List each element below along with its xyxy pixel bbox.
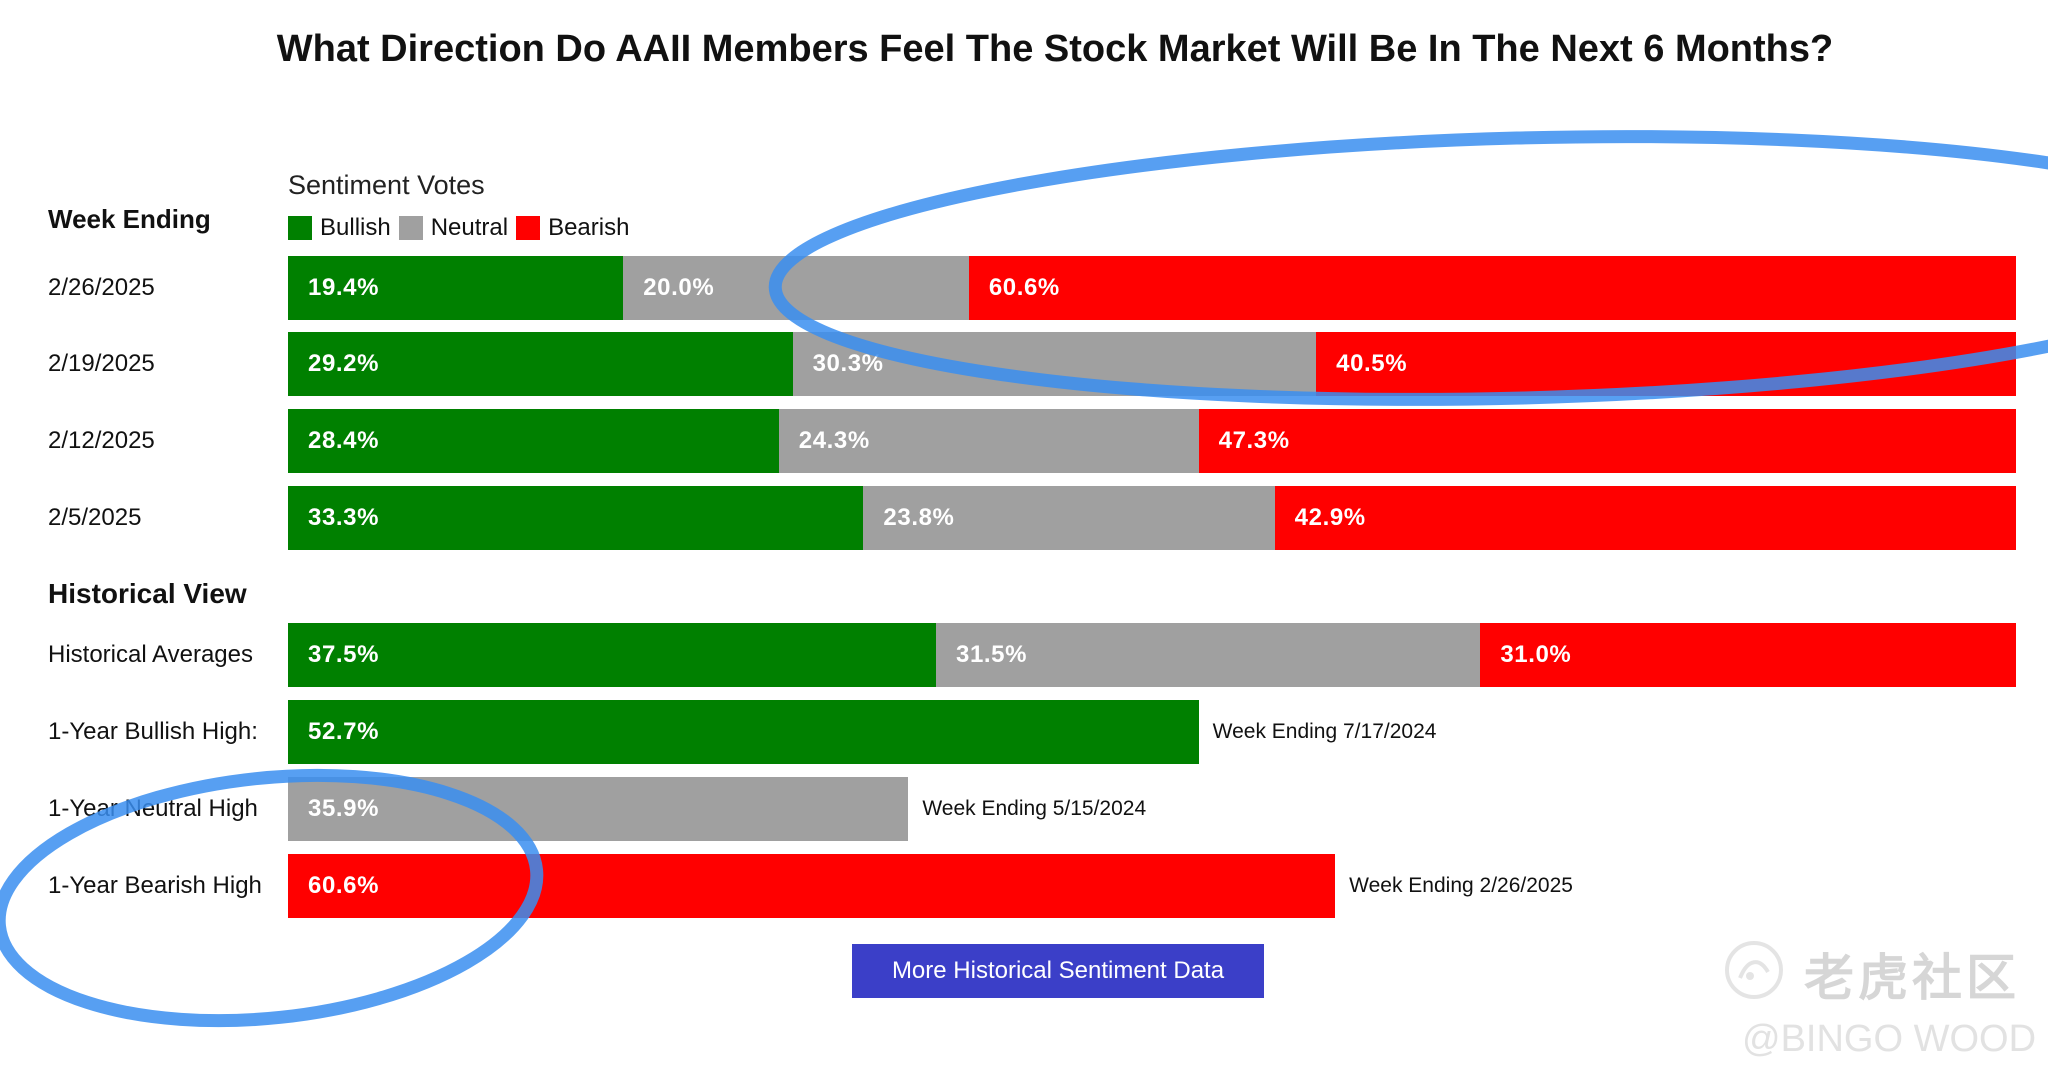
bar-segment-bullish: 52.7%	[288, 700, 1199, 764]
legend-swatch-bullish	[288, 216, 312, 240]
chart-title: What Direction Do AAII Members Feel The …	[276, 28, 1834, 70]
bar-segment-neutral: 35.9%	[288, 777, 909, 841]
bar-note: Week Ending 2/26/2025	[1349, 874, 1573, 897]
bar-value-label: 60.6%	[988, 274, 1060, 301]
sentiment-bar: 60.6%	[288, 854, 1336, 918]
bar-value-label: 35.9%	[308, 795, 380, 822]
bar-segment-bearish: 47.3%	[1198, 409, 2016, 473]
tiger-logo-icon	[1725, 941, 1783, 999]
bar-value-label: 47.3%	[1218, 427, 1290, 454]
bar-value-label: 29.2%	[308, 350, 380, 377]
bar-segment-neutral: 20.0%	[623, 256, 969, 320]
bar-segment-neutral: 23.8%	[863, 486, 1275, 550]
bar-segment-bullish: 33.3%	[288, 486, 864, 550]
sentiment-bar: 29.2% 30.3% 40.5%	[288, 332, 2016, 396]
legend-swatch-bearish	[516, 216, 541, 240]
bar-value-label: 20.0%	[643, 274, 715, 301]
legend-heading: Sentiment Votes	[288, 170, 485, 200]
legend-swatch-neutral	[398, 216, 423, 240]
legend-label-bearish: Bearish	[548, 214, 630, 241]
row-label: 2/12/2025	[48, 427, 155, 454]
bar-value-label: 33.3%	[308, 504, 380, 531]
watermark-user: @BINGO WOOD	[1742, 1018, 2037, 1060]
row-label: 2/19/2025	[48, 350, 155, 377]
bar-segment-bullish: 29.2%	[288, 332, 793, 396]
bar-note: Week Ending 5/15/2024	[922, 797, 1147, 820]
section-header-historical: Historical View	[48, 578, 247, 609]
row-label: 2/5/2025	[48, 504, 142, 531]
section-header-week-ending: Week Ending	[48, 204, 211, 234]
row-label: 1-Year Bearish High	[48, 872, 262, 899]
bar-value-label: 60.6%	[308, 872, 380, 899]
bar-value-label: 42.9%	[1294, 504, 1366, 531]
sentiment-bar: 19.4% 20.0% 60.6%	[288, 256, 2016, 320]
bar-value-label: 31.0%	[1500, 641, 1572, 668]
sentiment-bar: 35.9%	[288, 777, 909, 841]
bar-note: Week Ending 7/17/2024	[1212, 720, 1437, 743]
bar-segment-neutral: 24.3%	[778, 409, 1199, 473]
bar-value-label: 31.5%	[956, 641, 1028, 668]
sentiment-bar: 37.5% 31.5% 31.0%	[288, 623, 2016, 687]
bar-segment-neutral: 31.5%	[936, 623, 1481, 687]
bar-value-label: 30.3%	[812, 350, 884, 377]
bar-value-label: 23.8%	[883, 504, 955, 531]
watermark-brand: 老虎社区	[1804, 950, 2020, 1006]
bar-segment-bearish: 40.5%	[1316, 332, 2016, 396]
row-label: Historical Averages	[48, 641, 253, 668]
row-label: 1-Year Bullish High:	[48, 718, 258, 745]
more-historical-data-button[interactable]: More Historical Sentiment Data	[852, 944, 1264, 998]
bar-value-label: 40.5%	[1336, 350, 1408, 377]
bar-value-label: 52.7%	[308, 718, 380, 745]
bar-segment-bullish: 19.4%	[288, 256, 624, 320]
bar-value-label: 24.3%	[798, 427, 870, 454]
row-label: 2/26/2025	[48, 274, 155, 301]
row-label: 1-Year Neutral High	[48, 795, 258, 822]
legend-label-bullish: Bullish	[320, 214, 391, 241]
sentiment-bar: 28.4% 24.3% 47.3%	[288, 409, 2016, 473]
sentiment-bar: 52.7%	[288, 700, 1199, 764]
bar-segment-bearish: 60.6%	[968, 256, 2016, 320]
bar-segment-bullish: 28.4%	[288, 409, 779, 473]
bar-segment-bearish: 60.6%	[288, 854, 1336, 918]
bar-value-label: 28.4%	[308, 427, 380, 454]
legend: Bullish Neutral Bearish	[288, 214, 637, 242]
legend-label-neutral: Neutral	[430, 214, 509, 241]
bar-segment-bearish: 31.0%	[1480, 623, 2016, 687]
bar-segment-bearish: 42.9%	[1274, 486, 2016, 550]
bar-segment-bullish: 37.5%	[288, 623, 936, 687]
sentiment-bar: 33.3% 23.8% 42.9%	[288, 486, 2016, 550]
bar-segment-neutral: 30.3%	[792, 332, 1317, 396]
bar-value-label: 19.4%	[308, 274, 380, 301]
bar-value-label: 37.5%	[308, 641, 380, 668]
